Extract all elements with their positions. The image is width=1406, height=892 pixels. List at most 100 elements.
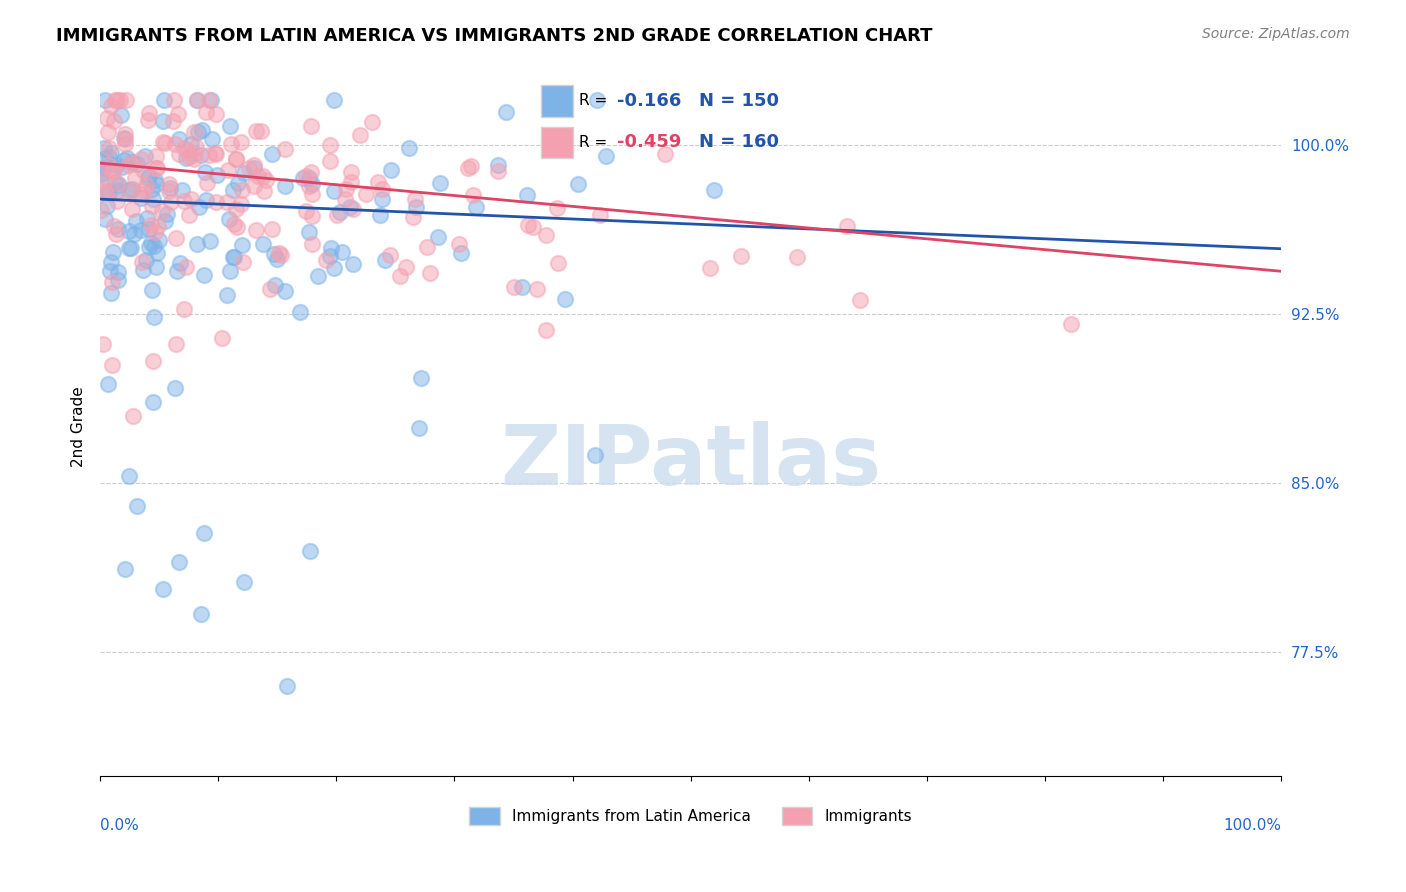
Point <box>224 217 246 231</box>
Point <box>188 200 211 214</box>
Point <box>1060 317 1083 331</box>
Point <box>252 169 274 183</box>
Point <box>526 282 548 296</box>
Point <box>295 169 318 183</box>
Text: N = 150: N = 150 <box>699 92 779 110</box>
Point <box>516 188 538 202</box>
Point <box>252 236 274 251</box>
Point <box>298 544 321 558</box>
Point <box>97 125 120 139</box>
Point <box>395 260 418 274</box>
Point <box>186 93 208 107</box>
Point <box>221 136 243 151</box>
Point <box>198 148 221 162</box>
Point <box>124 170 146 185</box>
Point <box>461 188 484 202</box>
Point <box>97 141 120 155</box>
Point <box>301 177 323 191</box>
Point <box>402 210 425 224</box>
Point <box>125 156 148 170</box>
Point <box>183 125 205 139</box>
Point <box>117 158 139 172</box>
Point <box>262 147 284 161</box>
Point <box>110 107 132 121</box>
Point <box>288 304 311 318</box>
Point <box>145 177 167 191</box>
Point <box>100 285 122 300</box>
Point <box>93 212 115 227</box>
Point <box>232 575 254 590</box>
Point <box>225 152 247 166</box>
Point <box>245 124 267 138</box>
Point <box>187 126 209 140</box>
Point <box>837 219 859 233</box>
Point <box>107 265 129 279</box>
Point <box>117 469 139 483</box>
Point <box>194 193 217 207</box>
Point <box>426 230 449 244</box>
Point <box>169 256 191 270</box>
Point <box>174 260 197 275</box>
Point <box>339 165 361 179</box>
Point <box>96 184 118 198</box>
Point <box>107 178 129 193</box>
Point <box>91 161 114 176</box>
Point <box>159 180 181 194</box>
Point <box>167 107 190 121</box>
Point <box>94 93 117 107</box>
Point <box>786 250 808 264</box>
Point <box>125 499 148 513</box>
Point <box>114 562 136 576</box>
Point <box>398 141 420 155</box>
Point <box>173 194 195 209</box>
Point <box>516 218 538 232</box>
Point <box>218 211 240 226</box>
Point <box>121 155 143 169</box>
Point <box>299 119 322 133</box>
Point <box>349 128 371 142</box>
Point <box>145 260 167 275</box>
Point <box>253 184 276 198</box>
Point <box>419 266 441 280</box>
Point <box>330 245 353 260</box>
Point <box>129 223 152 237</box>
Point <box>408 421 430 435</box>
Point <box>157 184 180 198</box>
Point <box>173 140 195 154</box>
Point <box>135 178 157 193</box>
Point <box>465 200 488 214</box>
Point <box>136 170 159 185</box>
Point <box>125 214 148 228</box>
Point <box>225 153 247 167</box>
Point <box>319 153 342 168</box>
Point <box>546 202 568 216</box>
Point <box>105 184 128 198</box>
Point <box>534 228 557 243</box>
Point <box>367 175 389 189</box>
Point <box>145 148 167 162</box>
Point <box>273 142 295 156</box>
Point <box>222 250 245 264</box>
Point <box>152 582 174 596</box>
Point <box>94 186 117 201</box>
Point <box>228 176 250 190</box>
Point <box>450 246 472 260</box>
Point <box>105 93 128 107</box>
Point <box>141 181 163 195</box>
Point <box>142 193 165 207</box>
Point <box>342 257 364 271</box>
Point <box>595 149 617 163</box>
Point <box>100 98 122 112</box>
Point <box>730 249 752 263</box>
Point <box>135 211 157 225</box>
Point <box>97 377 120 392</box>
Point <box>105 176 128 190</box>
Point <box>229 135 252 149</box>
Point <box>318 138 340 153</box>
Point <box>323 184 346 198</box>
Point <box>138 106 160 120</box>
Point <box>243 161 266 176</box>
Point <box>97 150 120 164</box>
Point <box>100 146 122 161</box>
Point <box>378 248 401 262</box>
